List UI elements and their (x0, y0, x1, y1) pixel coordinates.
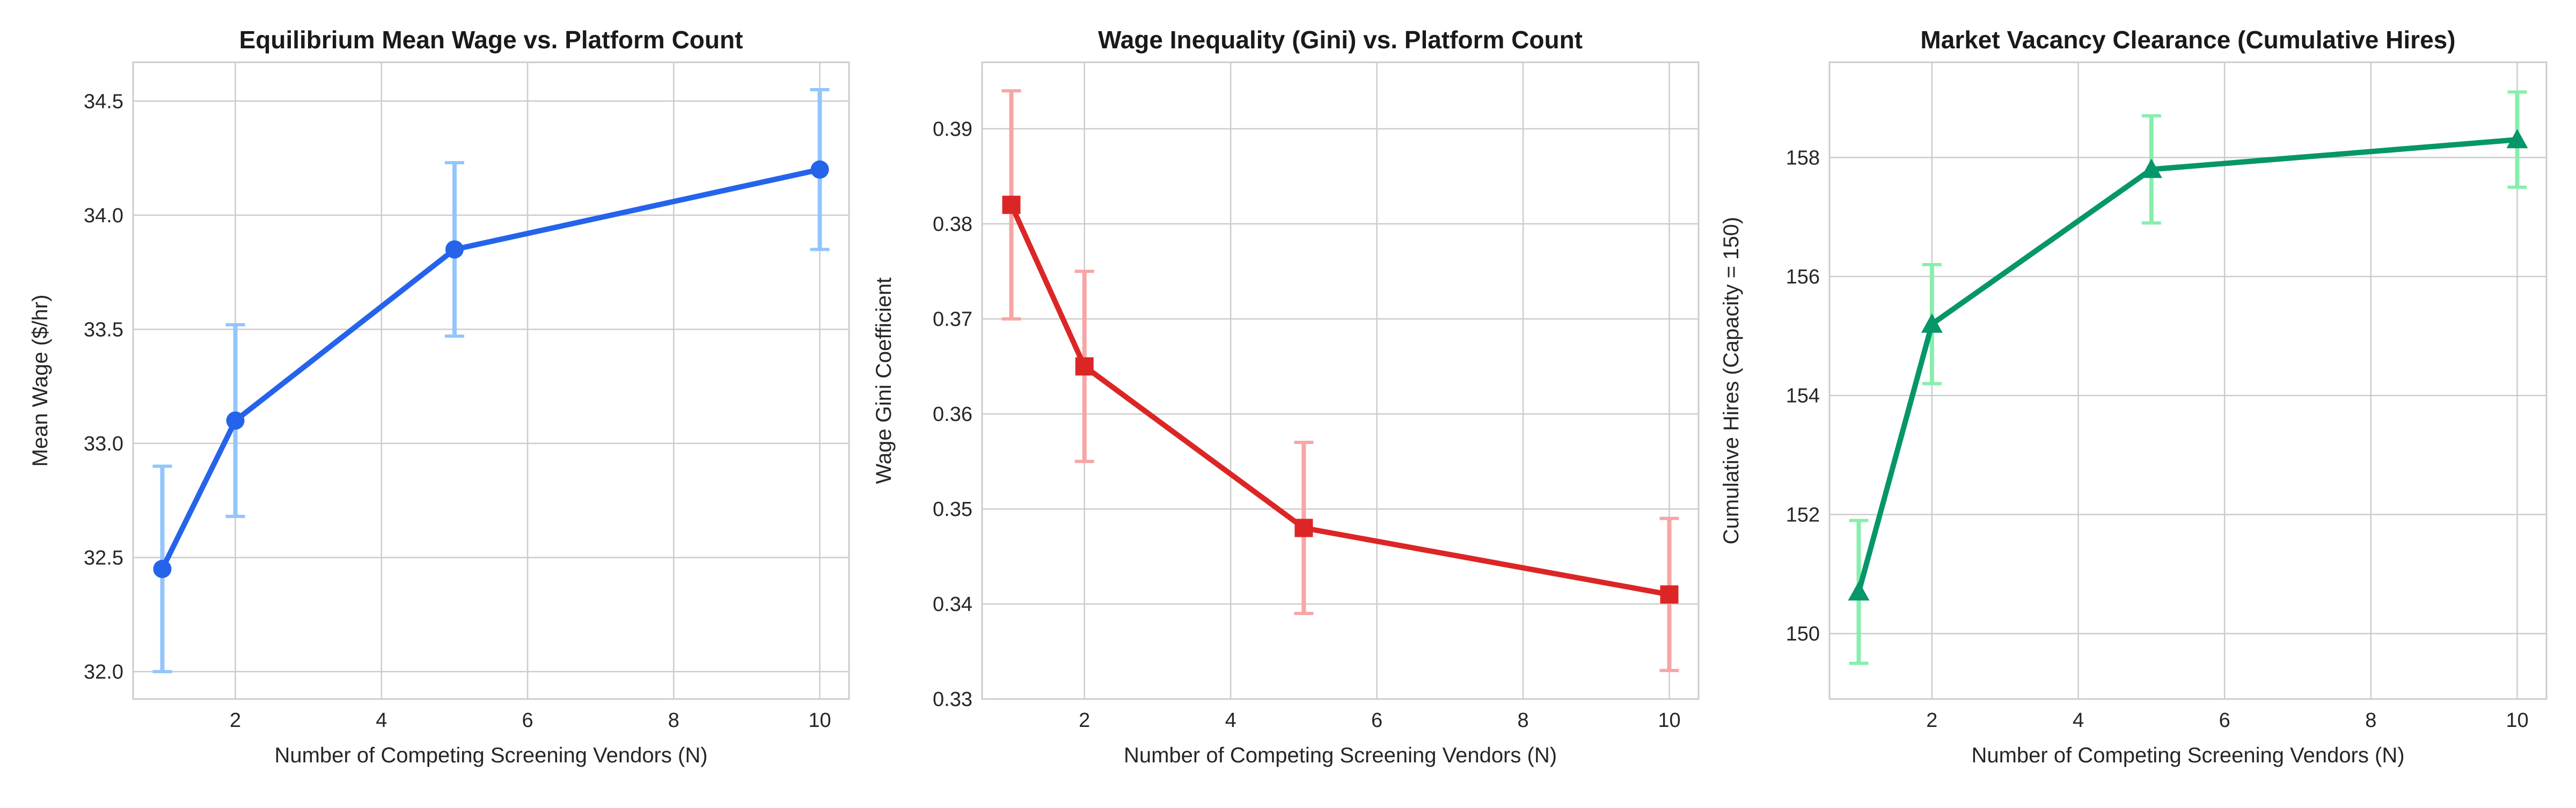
x-tick-label: 6 (522, 709, 533, 732)
data-point (1848, 581, 1870, 601)
chart-title: Equilibrium Mean Wage vs. Platform Count (239, 26, 743, 54)
y-tick-label: 0.33 (933, 688, 972, 711)
plot-frame (981, 61, 1700, 700)
series-line (1008, 202, 1672, 598)
chart-panel-1: 2 4 6 8 10 32.0 32.5 33.0 33.5 34.0 34.5 Equilibriu… (28, 26, 850, 767)
x-tick-label: 4 (1225, 709, 1236, 732)
chart-title: Market Vacancy Clearance (Cumulative Hir… (1920, 26, 2455, 54)
plot-frame (1828, 61, 2548, 700)
y-tick-label: 0.35 (933, 498, 972, 521)
x-tick-label: 4 (376, 709, 387, 732)
x-tick-label: 6 (2219, 709, 2230, 732)
x-axis-label: Number of Competing Screening Vendors (N… (1124, 744, 1557, 767)
y-tick-label: 154 (1786, 385, 1820, 407)
data-point (1294, 519, 1313, 537)
y-tick-label: 33.5 (84, 318, 123, 341)
y-axis-label: Cumulative Hires (Capacity = 150) (1719, 217, 1743, 544)
data-point (810, 160, 829, 179)
y-tick-label: 34.0 (84, 205, 123, 227)
y-axis-label: Mean Wage ($/hr) (28, 295, 52, 467)
data-point (2506, 129, 2528, 149)
chart-panel-2: 2 4 6 8 10 0.33 0.34 0.35 0.36 0.37 0.38 0.39 Wage I… (872, 26, 1700, 767)
plot-frame (132, 61, 850, 700)
data-point (226, 411, 245, 430)
chart-title: Wage Inequality (Gini) vs. Platform Coun… (1098, 26, 1583, 54)
series-line (1856, 137, 2520, 595)
y-tick-label: 0.38 (933, 213, 972, 236)
x-tick-label: 2 (230, 709, 241, 732)
data-point (1660, 585, 1679, 604)
x-tick-label: 10 (1658, 709, 1680, 732)
y-tick-label: 0.37 (933, 308, 972, 331)
y-tick-label: 0.39 (933, 118, 972, 141)
y-tick-label: 32.5 (84, 547, 123, 569)
x-axis-label: Number of Competing Screening Vendors (N… (274, 744, 707, 767)
chart-panel-3: 2 4 6 8 10 150 152 154 156 158 Market Vacancy Clea… (1719, 26, 2548, 767)
x-tick-label: 6 (1371, 709, 1382, 732)
series-line (159, 166, 823, 572)
y-tick-label: 0.36 (933, 403, 972, 426)
y-tick-label: 33.0 (84, 433, 123, 455)
y-axis-label: Wage Gini Coefficient (872, 278, 896, 484)
data-point (2140, 158, 2162, 178)
y-tick-label: 34.5 (84, 90, 123, 113)
y-tick-label: 156 (1786, 266, 1820, 288)
y-tick-label: 150 (1786, 623, 1820, 645)
data-point (445, 240, 464, 259)
x-tick-label: 8 (2365, 709, 2376, 732)
y-tick-label: 32.0 (84, 661, 123, 683)
x-tick-label: 10 (2506, 709, 2528, 732)
x-tick-label: 8 (1517, 709, 1528, 732)
x-axis-label: Number of Competing Screening Vendors (N… (1971, 744, 2404, 767)
x-tick-label: 4 (2073, 709, 2084, 732)
y-tick-label: 152 (1786, 504, 1820, 526)
data-point (153, 559, 172, 578)
x-tick-label: 10 (808, 709, 831, 732)
x-tick-label: 2 (1079, 709, 1090, 732)
y-tick-label: 0.34 (933, 593, 972, 616)
data-point (1921, 313, 1943, 333)
x-tick-label: 2 (1926, 709, 1937, 732)
data-point (1075, 357, 1094, 376)
y-tick-label: 158 (1786, 147, 1820, 169)
data-point (1002, 195, 1021, 214)
x-tick-label: 8 (668, 709, 679, 732)
